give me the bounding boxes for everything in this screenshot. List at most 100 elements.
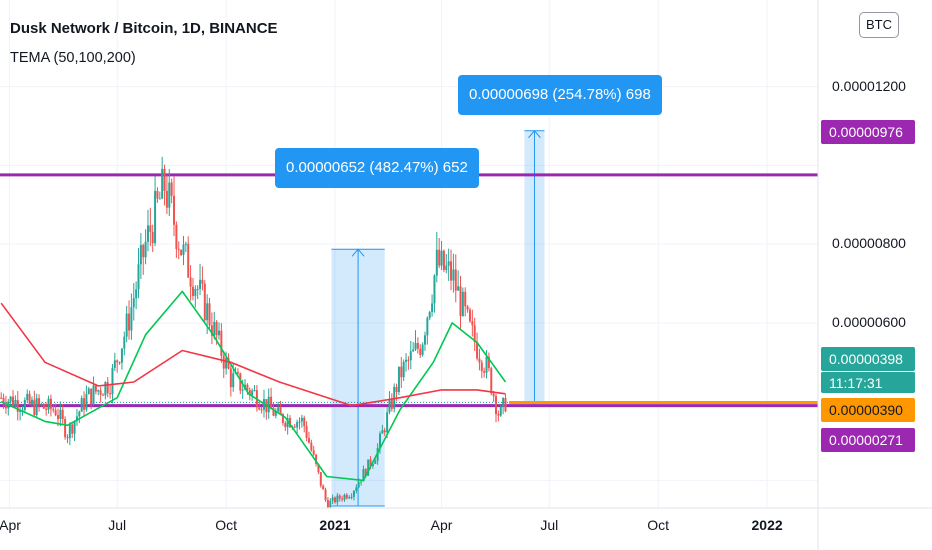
measurement-label-2[interactable]: 0.00000698 (254.78%) 698 (458, 75, 662, 115)
candle-body (2, 397, 5, 405)
candle-body (9, 396, 12, 402)
candle-body (218, 330, 221, 336)
candle-body (116, 360, 119, 363)
candle-body (227, 358, 230, 369)
candle-body (445, 265, 448, 270)
measurement-label-1[interactable]: 0.00000652 (482.47%) 652 (275, 148, 479, 188)
candle-body (431, 303, 434, 312)
candle-body (168, 182, 171, 208)
candle-body (485, 356, 488, 373)
candle-body (416, 342, 419, 349)
candle-body (480, 362, 483, 372)
candle-body (274, 411, 277, 416)
time-tick-label: Apr (0, 517, 21, 533)
candle-body (132, 298, 135, 308)
candle-body (130, 307, 133, 331)
candle-body (241, 389, 244, 391)
candle-body (499, 406, 502, 416)
candle-body (495, 396, 498, 415)
candle-body (405, 359, 408, 362)
candle-body (66, 437, 69, 439)
candle-body (213, 321, 216, 336)
candle-body (199, 279, 202, 289)
candle-body (33, 399, 36, 416)
candle-body (156, 190, 159, 199)
candle-body (151, 231, 154, 244)
candle-body (371, 463, 374, 466)
candle-body (307, 438, 310, 443)
candlesticks (0, 156, 507, 509)
candle-body (111, 367, 114, 395)
candle-body (144, 241, 147, 258)
candle-body (54, 410, 57, 416)
candle-body (163, 168, 166, 191)
candle-body (40, 403, 43, 405)
upper-level-tag: 0.00000976 (821, 120, 915, 144)
candle-body (225, 358, 228, 369)
candle-body (357, 482, 360, 488)
candle-body (492, 393, 495, 397)
candle-body (175, 224, 178, 249)
candle-body (435, 249, 438, 276)
candle-body (352, 490, 355, 497)
candle-body (154, 190, 157, 244)
candle-body (201, 279, 204, 284)
candle-body (109, 393, 112, 395)
candle-body (476, 342, 479, 359)
candle-body (137, 264, 140, 290)
symbol-title[interactable]: Dusk Network / Bitcoin, 1D, BINANCE (10, 20, 278, 37)
candle-body (236, 372, 239, 374)
candle-body (303, 417, 306, 427)
candle-body (59, 409, 62, 419)
candle-body (281, 414, 284, 424)
candle-body (19, 410, 22, 412)
candle-body (478, 358, 481, 363)
candle-body (75, 416, 78, 422)
candle-body (210, 325, 213, 336)
time-tick-label: 2022 (751, 517, 783, 533)
candle-body (348, 497, 351, 499)
candle-body (92, 385, 95, 405)
candle-body (345, 494, 348, 499)
candle-body (123, 336, 126, 349)
indicator-legend[interactable]: TEMA (50,100,200) (10, 50, 136, 66)
candle-body (248, 389, 251, 396)
candle-body (49, 398, 52, 409)
candle-body (28, 393, 31, 404)
candle-body (45, 408, 48, 410)
candle-body (423, 335, 426, 345)
candle-body (468, 309, 471, 322)
candle-body (220, 330, 223, 357)
candle-body (52, 408, 55, 411)
candle-body (286, 418, 289, 428)
candle-body (461, 291, 464, 316)
candle-body (0, 397, 3, 399)
candle-body (170, 182, 173, 196)
candle-body (182, 244, 185, 255)
tema-lines (0, 290, 507, 482)
candle-body (322, 485, 325, 490)
candle-body (355, 487, 358, 491)
candle-body (68, 424, 71, 439)
candle-body (464, 291, 467, 307)
candle-body (334, 497, 337, 503)
candle-body (471, 321, 474, 326)
candle-body (128, 313, 131, 331)
candle-body (78, 411, 81, 417)
candle-body (395, 386, 398, 392)
candle-body (184, 243, 187, 245)
candle-body (421, 344, 424, 355)
candle-body (367, 459, 370, 476)
candle-body (343, 494, 346, 500)
currency-button[interactable]: BTC (859, 12, 899, 38)
level-lines (0, 173, 818, 408)
candle-body (80, 398, 83, 412)
candle-body (289, 418, 292, 428)
candle-body (161, 168, 164, 199)
candle-body (350, 496, 353, 498)
candle-body (279, 407, 282, 415)
candle-body (409, 351, 412, 361)
candle-body (312, 450, 315, 455)
candle-body (246, 384, 249, 390)
candle-body (83, 398, 86, 410)
